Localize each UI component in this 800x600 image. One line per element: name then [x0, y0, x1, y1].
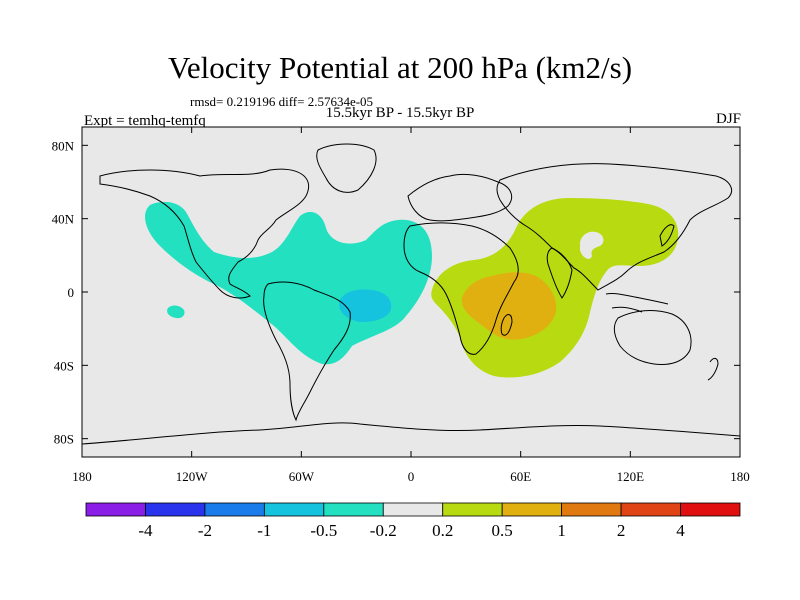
- colorbar-label: -0.5: [310, 521, 337, 540]
- latitude-axis: 80N 40N 0 40S 80S: [52, 138, 740, 447]
- colorbar-box: [263, 502, 325, 517]
- colorbar-label: -2: [198, 521, 212, 540]
- colorbar-label: -0.2: [370, 521, 397, 540]
- season-label: DJF: [715, 111, 741, 127]
- negative-anomaly-americas-atlantic: [145, 201, 433, 365]
- lon-tick-label: 180: [730, 469, 750, 484]
- negative-anomaly-brazil-core: [339, 289, 392, 322]
- negative-anomaly-pacific-spot: [167, 305, 185, 319]
- lon-tick-label: 60E: [510, 469, 531, 484]
- colorbar-label: 0.5: [492, 521, 513, 540]
- lat-tick-label: 40N: [52, 212, 75, 227]
- colorbar-label: -4: [138, 521, 153, 540]
- lon-tick-label: 120W: [176, 469, 209, 484]
- colorbar-box: [501, 502, 563, 517]
- colorbar-label: 0.2: [432, 521, 453, 540]
- lat-tick-label: 40S: [54, 358, 74, 373]
- colorbar-box: [382, 502, 444, 517]
- colorbar: -4 -2 -1 -0.5 -0.2 0.2 0.5 1 2 4: [85, 502, 741, 540]
- experiment-label: Expt = temhq-temfq: [84, 113, 206, 129]
- colorbar-box: [323, 502, 384, 517]
- colorbar-box: [680, 502, 741, 517]
- stats-text: rmsd= 0.219196 diff= 2.57634e-05: [190, 94, 374, 109]
- positive-anomaly-madagascar-core: [461, 272, 557, 340]
- colorbar-box: [561, 502, 622, 517]
- lat-tick-label: 80S: [54, 432, 74, 447]
- map-title: Velocity Potential at 200 hPa (km2/s): [167, 50, 633, 85]
- longitude-axis: 180 120W 60W 0 60E 120E 180: [72, 127, 750, 484]
- colorbar-box: [442, 502, 503, 517]
- lat-tick-label: 0: [68, 285, 75, 300]
- contour-layer: [82, 143, 740, 445]
- lat-tick-label: 80N: [52, 138, 75, 153]
- colorbar-box: [620, 502, 681, 517]
- colorbar-label: 4: [676, 521, 685, 540]
- colorbar-box: [145, 502, 206, 517]
- lon-tick-label: 120E: [617, 469, 645, 484]
- colorbar-label: -1: [257, 521, 271, 540]
- colorbar-label: 2: [617, 521, 626, 540]
- lon-tick-label: 180: [72, 469, 92, 484]
- period-label: 15.5kyr BP - 15.5kyr BP: [325, 105, 475, 121]
- colorbar-box: [204, 502, 265, 517]
- lon-tick-label: 0: [408, 469, 415, 484]
- lon-tick-label: 60W: [289, 469, 315, 484]
- colorbar-box: [85, 502, 146, 517]
- colorbar-label: 1: [557, 521, 566, 540]
- coastlines: [82, 143, 740, 445]
